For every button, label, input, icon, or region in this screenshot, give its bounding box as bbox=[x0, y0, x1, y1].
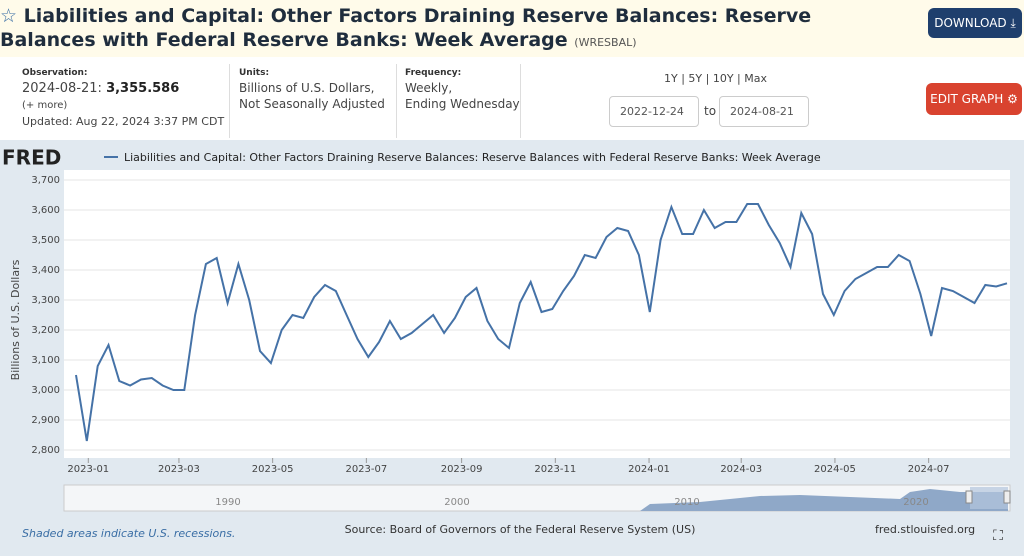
y-tick-label: 3,200 bbox=[31, 325, 60, 336]
navigator-window[interactable] bbox=[970, 487, 1008, 509]
x-tick-label: 2024-07 bbox=[908, 464, 950, 475]
range-separator: to bbox=[704, 104, 717, 118]
range-option[interactable]: 10Y bbox=[712, 72, 734, 85]
separator bbox=[396, 64, 397, 138]
site-link[interactable]: fred.stlouisfed.org bbox=[875, 523, 975, 536]
source: Source: Board of Governors of the Federa… bbox=[345, 523, 696, 536]
navigator-label: 2000 bbox=[444, 497, 469, 508]
x-tick-label: 2023-09 bbox=[441, 464, 483, 475]
navigator-handle[interactable] bbox=[1003, 490, 1011, 504]
x-tick-label: 2023-03 bbox=[158, 464, 200, 475]
range-option[interactable]: 1Y bbox=[664, 72, 678, 85]
navigator-area bbox=[640, 489, 1008, 511]
navigator-label: 2010 bbox=[674, 497, 699, 508]
range-option[interactable]: Max bbox=[744, 72, 768, 85]
observation-value: 3,355.586 bbox=[106, 81, 180, 96]
units-line: Not Seasonally Adjusted bbox=[239, 97, 385, 111]
y-tick-label: 3,600 bbox=[31, 205, 60, 216]
x-tick-label: 2023-11 bbox=[534, 464, 576, 475]
title-text: Liabilities and Capital: Other Factors D… bbox=[0, 5, 812, 51]
legend-label: Liabilities and Capital: Other Factors D… bbox=[124, 151, 821, 164]
y-axis-label: Billions of U.S. Dollars bbox=[9, 259, 22, 380]
range-options: 1Y | 5Y | 10Y | Max bbox=[664, 72, 768, 85]
edit-graph-button[interactable]: EDIT GRAPH ⚙ bbox=[926, 83, 1022, 115]
x-tick-label: 2024-01 bbox=[628, 464, 670, 475]
y-tick-label: 3,700 bbox=[31, 175, 60, 186]
navigator-handle[interactable] bbox=[965, 490, 973, 504]
y-tick-label: 3,100 bbox=[31, 355, 60, 366]
units-line: Billions of U.S. Dollars, bbox=[239, 81, 375, 95]
observation-label: Observation: bbox=[22, 68, 88, 78]
header-title: ☆ Liabilities and Capital: Other Factors… bbox=[0, 4, 900, 55]
x-tick-label: 2023-05 bbox=[252, 464, 294, 475]
navigator-label: 1990 bbox=[215, 497, 240, 508]
observation-date: 2024-08-21: bbox=[22, 81, 102, 96]
y-tick-label: 3,400 bbox=[31, 265, 60, 276]
y-tick-label: 3,500 bbox=[31, 235, 60, 246]
separator bbox=[229, 64, 230, 138]
navigator-label: 2020 bbox=[903, 497, 928, 508]
recession-note: Shaded areas indicate U.S. recessions. bbox=[22, 527, 235, 540]
x-tick-label: 2024-03 bbox=[720, 464, 762, 475]
x-tick-label: 2023-07 bbox=[345, 464, 387, 475]
download-button[interactable]: DOWNLOAD ⤓ bbox=[928, 8, 1022, 38]
start-date-input[interactable]: 2022-12-24 bbox=[609, 96, 699, 127]
frequency-line: Weekly, bbox=[405, 81, 453, 95]
y-tick-label: 2,900 bbox=[31, 415, 60, 426]
y-tick-label: 2,800 bbox=[31, 445, 60, 456]
separator bbox=[520, 64, 521, 138]
units-label: Units: bbox=[239, 68, 270, 78]
x-tick-label: 2024-05 bbox=[814, 464, 856, 475]
frequency-label: Frequency: bbox=[405, 68, 462, 78]
chart: FRED Liabilities and Capital: Other Fact… bbox=[2, 146, 1011, 544]
fred-logo: FRED bbox=[2, 146, 61, 170]
frequency-line: Ending Wednesday bbox=[405, 97, 520, 111]
fullscreen-icon[interactable]: ⛶ bbox=[993, 528, 1003, 544]
download-label: DOWNLOAD bbox=[934, 16, 1007, 30]
end-date-input[interactable]: 2024-08-21 bbox=[719, 96, 809, 127]
plot-bg bbox=[64, 170, 1010, 458]
range-option[interactable]: 5Y bbox=[688, 72, 703, 85]
y-tick-label: 3,000 bbox=[31, 385, 60, 396]
x-tick-label: 2023-01 bbox=[67, 464, 109, 475]
y-tick-label: 3,300 bbox=[31, 295, 60, 306]
observation-updated: Updated: Aug 22, 2024 3:37 PM CDT bbox=[22, 115, 225, 128]
series-line bbox=[75, 203, 1008, 442]
edit-graph-label: EDIT GRAPH bbox=[930, 92, 1004, 106]
observation-more[interactable]: (+ more) bbox=[22, 100, 68, 111]
series-id: (WRESBAL) bbox=[574, 36, 637, 49]
